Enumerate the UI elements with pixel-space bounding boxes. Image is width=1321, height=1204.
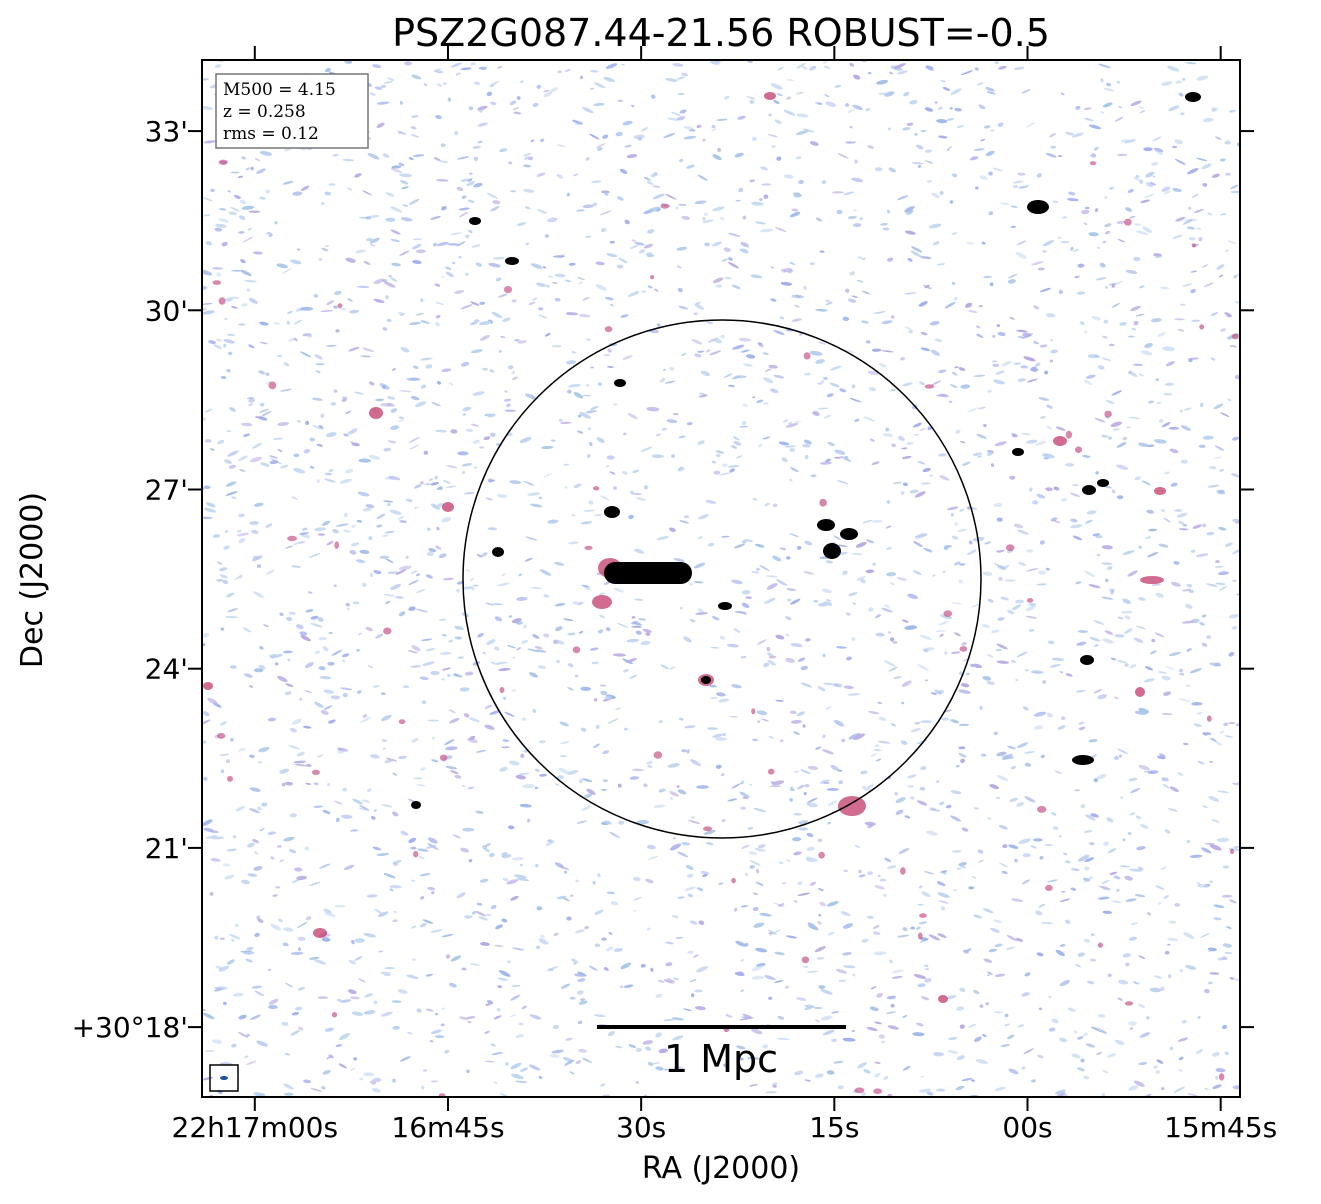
x-tick-label: 15s bbox=[809, 1111, 859, 1144]
info-line: z = 0.258 bbox=[223, 102, 306, 122]
y-tick-label: 27' bbox=[145, 473, 188, 506]
plot-frame bbox=[201, 59, 1241, 1098]
x-tick-label: 00s bbox=[1002, 1111, 1052, 1144]
x-tick-label: 30s bbox=[616, 1111, 666, 1144]
noise-field bbox=[202, 60, 1240, 1097]
y-tick-label: 24' bbox=[145, 653, 188, 686]
plot-background bbox=[202, 60, 1240, 1097]
y-tick-label: 30' bbox=[145, 294, 188, 327]
x-axis-label: RA (J2000) bbox=[642, 1151, 800, 1186]
r500-circle bbox=[462, 319, 982, 839]
beam-box bbox=[209, 1064, 239, 1092]
beam bbox=[220, 1076, 228, 1080]
radio-sources bbox=[203, 92, 1201, 1003]
y-tick-label: 21' bbox=[145, 832, 188, 865]
x-tick-label: 15m45s bbox=[1164, 1111, 1277, 1144]
chart-title: PSZ2G087.44-21.56 ROBUST=-0.5 bbox=[392, 11, 1050, 55]
x-tick-label: 16m45s bbox=[391, 1111, 504, 1144]
scale-bar-label: 1 Mpc bbox=[664, 1037, 778, 1081]
info-line: rms = 0.12 bbox=[223, 124, 319, 144]
x-tick-label: 22h17m00s bbox=[172, 1111, 339, 1144]
y-tick-label: +30°18' bbox=[72, 1011, 188, 1044]
info-box bbox=[215, 73, 369, 149]
info-line: M500 = 4.15 bbox=[223, 80, 336, 100]
y-tick-label: 33' bbox=[145, 115, 188, 148]
y-axis-label: Dec (J2000) bbox=[15, 492, 50, 668]
